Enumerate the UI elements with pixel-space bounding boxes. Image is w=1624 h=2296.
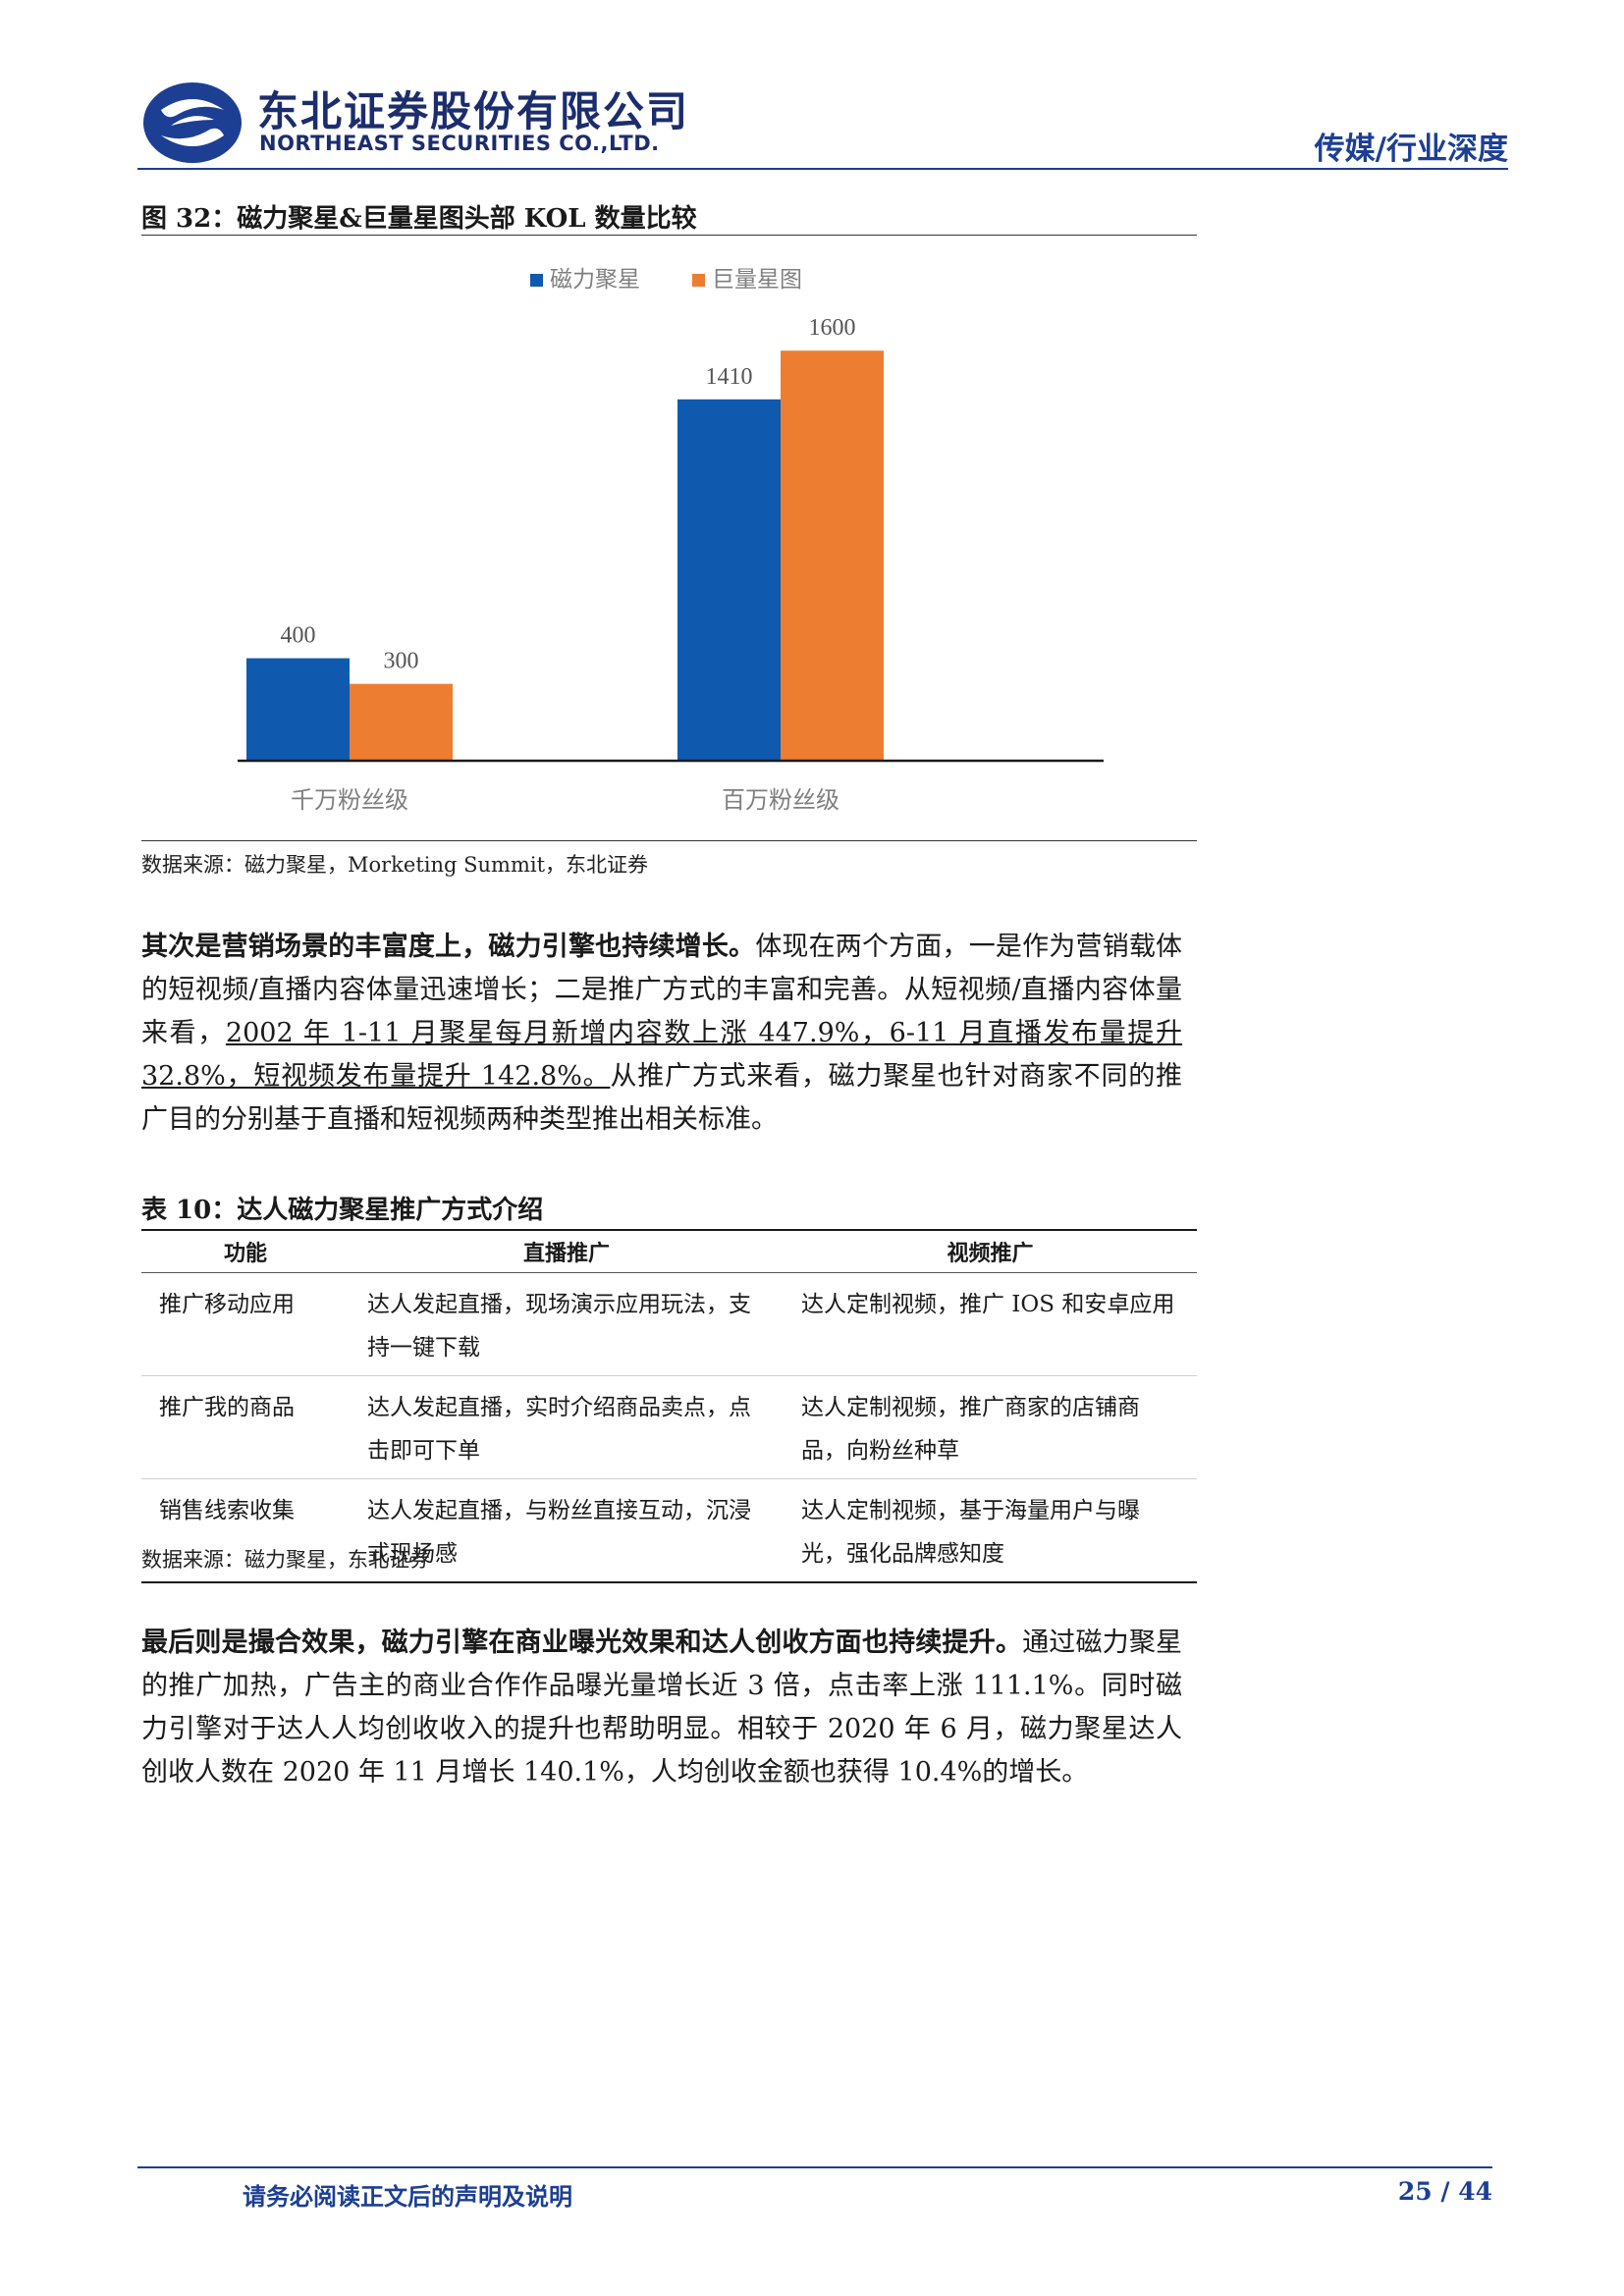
- data-label: 300: [384, 649, 419, 674]
- table-cell-live: 达人发起直播，现场演示应用玩法，支持一键下载: [350, 1272, 784, 1376]
- table-header-cell: 直播推广: [350, 1229, 784, 1273]
- table-cell-video: 达人定制视频，基于海量用户与曝光，强化品牌感知度: [784, 1478, 1197, 1583]
- company-logo-icon: [143, 82, 242, 163]
- bar: [246, 658, 350, 761]
- brand-name-en: NORTHEAST SECURITIES CO.,LTD.: [259, 132, 660, 155]
- bar: [677, 399, 781, 761]
- footer-disclaimer: 请务必阅读正文后的声明及说明: [243, 2183, 572, 2211]
- paragraph-text: 从推广方式来看，磁力聚星也针对商家不同的推广目的分别基于直播和短视频两种类型推出…: [141, 1061, 1183, 1135]
- figure-top-rule: [141, 235, 1197, 236]
- data-label: 1600: [809, 315, 856, 341]
- figure-bottom-rule: [141, 840, 1197, 841]
- section-label: 传媒/行业深度: [1314, 132, 1508, 167]
- table-cell-video: 达人定制视频，推广 IOS 和安卓应用: [784, 1272, 1197, 1376]
- paragraph-matching-effect: 最后则是撮合效果，磁力引擎在商业曝光效果和达人创收方面也持续提升。通过磁力聚星的…: [141, 1622, 1182, 1794]
- brand-name-cn: 东北证券股份有限公司: [257, 87, 690, 135]
- legend-label: 巨量星图: [712, 267, 802, 293]
- table-row: 推广移动应用 达人发起直播，现场演示应用玩法，支持一键下载 达人定制视频，推广 …: [141, 1272, 1197, 1376]
- bar: [350, 683, 453, 761]
- data-label: 400: [281, 623, 316, 649]
- category-label: 百万粉丝级: [722, 786, 839, 814]
- legend-swatch: [530, 274, 543, 287]
- table-header-cell: 视频推广: [784, 1229, 1197, 1273]
- table-cell-video: 达人定制视频，推广商家的店铺商品，向粉丝种草: [784, 1375, 1197, 1479]
- table-cell-live: 达人发起直播，实时介绍商品卖点，点击即可下单: [350, 1375, 784, 1479]
- figure-source: 数据来源：磁力聚星，Morketing Summit，东北证券: [141, 853, 649, 877]
- bar: [781, 350, 884, 761]
- page-number: 25 / 44: [1397, 2177, 1492, 2206]
- paragraph-lead: 其次是营销场景的丰富度上，磁力引擎也持续增长。: [141, 932, 756, 962]
- legend-label: 磁力聚星: [550, 267, 640, 293]
- table-cell-function: 销售线索收集: [141, 1478, 350, 1583]
- table-header-cell: 功能: [141, 1229, 350, 1273]
- legend-swatch: [692, 274, 705, 287]
- table-source: 数据来源：磁力聚星，东北证券: [141, 1548, 430, 1572]
- figure-title: 图 32：磁力聚星&巨量星图头部 KOL 数量比较: [141, 204, 697, 234]
- table-cell-function: 推广我的商品: [141, 1375, 350, 1479]
- header-divider: [137, 168, 1508, 170]
- paragraph-text: 通过磁力聚星的推广加热，广告主的商业合作作品曝光量增长近 3 倍，点击率上涨 1…: [141, 1628, 1182, 1788]
- table-cell-live: 达人发起直播，与粉丝直接互动，沉浸式现场感: [350, 1478, 784, 1583]
- promotion-methods-table: 功能 直播推广 视频推广 推广移动应用 达人发起直播，现场演示应用玩法，支持一键…: [141, 1229, 1197, 1583]
- table-cell-function: 推广移动应用: [141, 1272, 350, 1376]
- table-header-row: 功能 直播推广 视频推广: [141, 1229, 1197, 1273]
- data-label: 1410: [706, 364, 753, 390]
- table-row: 销售线索收集 达人发起直播，与粉丝直接互动，沉浸式现场感 达人定制视频，基于海量…: [141, 1478, 1197, 1583]
- table-title: 表 10：达人磁力聚星推广方式介绍: [141, 1196, 544, 1225]
- bar-chart: 磁力聚星 巨量星图 400 300 千万粉丝级 1410 1600 百万粉丝级: [238, 267, 1104, 814]
- paragraph-underlined: 2002 年 1-11 月聚星每月新增内容数上涨 447.9%，6-11 月直播…: [141, 1018, 1183, 1092]
- paragraph-marketing-scenes: 其次是营销场景的丰富度上，磁力引擎也持续增长。体现在两个方面，一是作为营销载体的…: [141, 926, 1182, 1142]
- category-label: 千万粉丝级: [291, 786, 408, 814]
- paragraph-text: 体现在两个方面，一是作为营销载体的短视频/直播内容体量迅速增长；二是推广方式的丰…: [141, 932, 1183, 1048]
- table-row: 推广我的商品 达人发起直播，实时介绍商品卖点，点击即可下单 达人定制视频，推广商…: [141, 1375, 1197, 1479]
- footer-divider: [137, 2166, 1492, 2168]
- paragraph-lead: 最后则是撮合效果，磁力引擎在商业曝光效果和达人创收方面也持续提升。: [141, 1628, 1023, 1658]
